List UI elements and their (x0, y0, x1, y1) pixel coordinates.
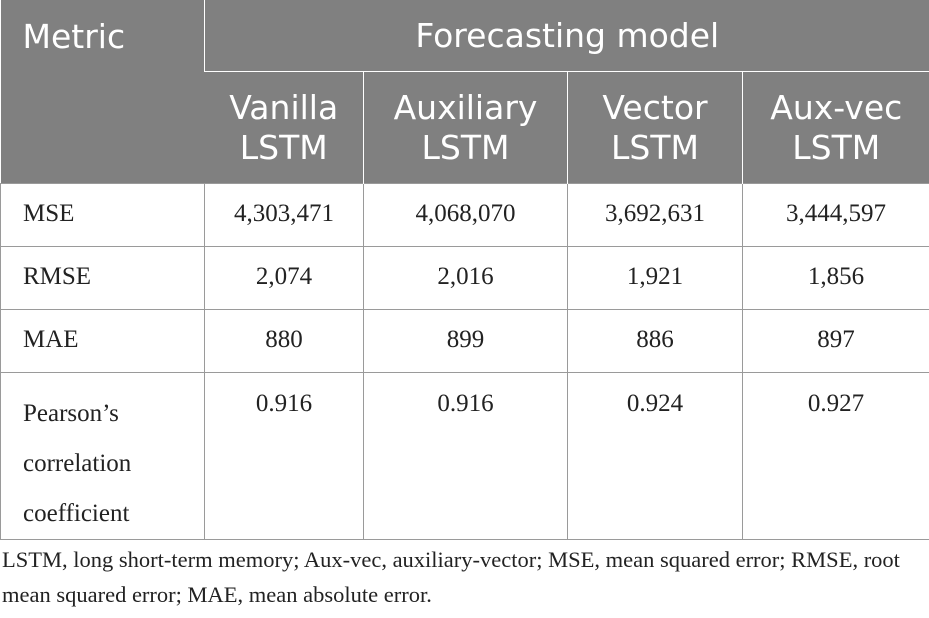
value-cell: 1,921 (567, 246, 743, 310)
metric-name-line: correlation (23, 450, 132, 477)
value-cell: 1,856 (741, 246, 929, 310)
value-cell: 886 (567, 309, 743, 373)
model-header-auxiliary-lstm: Auxiliary LSTM (363, 71, 568, 184)
value-cell: 0.927 (741, 372, 929, 540)
results-table-container: Metric Forecasting model Vanilla LSTM Au… (0, 0, 929, 540)
table-body: MSE 4,303,471 4,068,070 3,692,631 3,444,… (0, 183, 929, 540)
metric-name-line: Pearson’s (23, 400, 119, 427)
value-cell: 4,303,471 (204, 183, 364, 247)
table-header: Metric Forecasting model Vanilla LSTM Au… (0, 0, 929, 184)
table-row-mse: MSE 4,303,471 4,068,070 3,692,631 3,444,… (0, 183, 929, 247)
model-header-line2: LSTM (239, 127, 328, 167)
metric-column-header: Metric (0, 0, 205, 184)
value-cell: 3,692,631 (567, 183, 743, 247)
model-header-line1: Vanilla (229, 87, 339, 127)
value-cell: 4,068,070 (363, 183, 568, 247)
value-cell: 0.916 (204, 372, 364, 540)
metric-name-line: coefficient (23, 500, 130, 527)
model-header-line1: Aux-vec (770, 87, 903, 127)
value-cell: 899 (363, 309, 568, 373)
table-footnote: LSTM, long short-term memory; Aux-vec, a… (2, 547, 900, 607)
value-cell: 2,074 (204, 246, 364, 310)
value-cell: 897 (741, 309, 929, 373)
metric-name-cell: MAE (0, 309, 205, 373)
model-header-line1: Auxiliary (393, 87, 538, 127)
model-header-vanilla-lstm: Vanilla LSTM (204, 71, 364, 184)
table-row-pearson: Pearson’s correlation coefficient 0.916 … (0, 372, 929, 540)
value-cell: 2,016 (363, 246, 568, 310)
model-header-aux-vec-lstm: Aux-vec LSTM (741, 71, 929, 184)
value-cell: 880 (204, 309, 364, 373)
model-header-line2: LSTM (421, 127, 510, 167)
model-header-line2: LSTM (611, 127, 699, 167)
metric-name-cell: RMSE (0, 246, 205, 310)
table-row-mae: MAE 880 899 886 897 (0, 309, 929, 373)
header-row-2: Vanilla LSTM Auxiliary LSTM Vector LSTM … (1, 71, 929, 184)
results-table: Metric Forecasting model Vanilla LSTM Au… (0, 0, 929, 540)
metric-name-cell: Pearson’s correlation coefficient (0, 372, 205, 540)
value-cell: 0.916 (363, 372, 568, 540)
forecasting-model-group-header: Forecasting model (203, 0, 929, 72)
model-header-vector-lstm: Vector LSTM (567, 71, 743, 184)
metric-name-cell: MSE (0, 183, 205, 247)
header-row-1: Metric Forecasting model (0, 0, 929, 184)
model-header-line2: LSTM (792, 127, 881, 167)
value-cell: 0.924 (567, 372, 743, 540)
value-cell: 3,444,597 (741, 183, 929, 247)
model-header-line1: Vector (602, 87, 708, 127)
table-row-rmse: RMSE 2,074 2,016 1,921 1,856 (0, 246, 929, 310)
